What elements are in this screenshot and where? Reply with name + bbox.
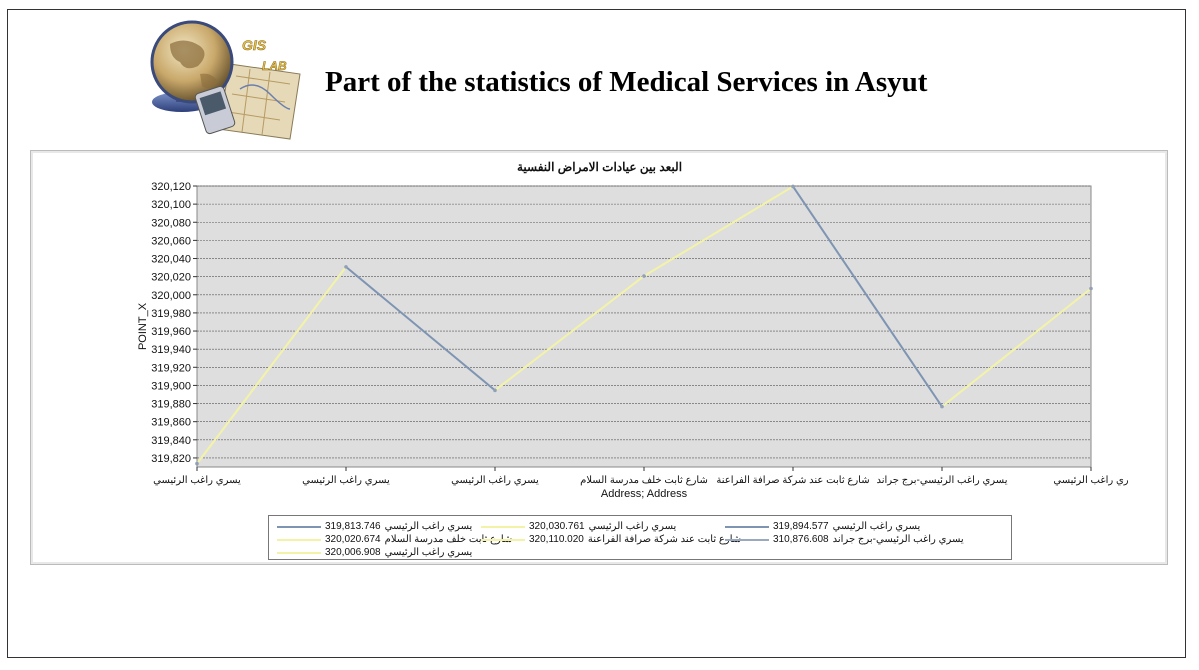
legend-swatch	[481, 525, 525, 528]
legend-swatch	[725, 538, 769, 541]
y-tick-label: 320,120	[151, 181, 191, 193]
y-tick-label: 319,840	[151, 435, 191, 447]
series-line-segment	[643, 185, 794, 278]
legend-swatch	[277, 525, 321, 528]
y-tick-label: 320,040	[151, 254, 191, 266]
legend-swatch	[277, 538, 321, 541]
legend-item: 319,813.746 يسري راغب الرئيسي	[277, 520, 472, 533]
x-tick-label: يسري راغب الرئيسي	[153, 475, 241, 486]
series-line-segment	[941, 287, 1092, 408]
series-line-segment	[494, 275, 645, 392]
plot-area	[196, 185, 1092, 468]
y-tick-label: 320,000	[151, 290, 191, 302]
x-tick-label: يسري راغب الرئيسي	[302, 475, 390, 486]
legend-value: 320,110.020	[529, 534, 584, 545]
legend-label: يسري راغب الرئيسي	[832, 521, 921, 532]
data-point	[493, 388, 497, 393]
x-axis-label: Address; Address	[601, 488, 688, 500]
y-tick-label: 319,940	[151, 344, 191, 356]
y-tick-label: 320,080	[151, 217, 191, 229]
x-tick-label: شارع ثابت خلف مدرسة السلام	[580, 475, 708, 486]
y-tick-label: 320,060	[151, 235, 191, 247]
legend-item: 320,110.020 شارع ثابت عند شركة صرافة الفر…	[481, 533, 741, 546]
chart-title: البعد بين عيادات الامراض النفسية	[516, 160, 683, 174]
legend-value: 319,894.577	[773, 521, 829, 532]
legend-value: 320,030.761	[529, 521, 585, 532]
x-tick-label: ري راغب الرئيسي	[1053, 475, 1128, 486]
legend-swatch	[725, 525, 769, 528]
logo-text-gis: GIS	[242, 37, 267, 53]
series-line-segment	[196, 265, 347, 465]
x-tick-label: يسري راغب الرئيسي	[451, 475, 539, 486]
data-point	[940, 404, 944, 409]
legend-label: شارع ثابت عند شركة صرافة الفراعنة	[587, 534, 742, 545]
legend-value: 320,006.908	[325, 547, 381, 558]
legend-item: 320,006.908 يسري راغب الرئيسي	[277, 546, 472, 559]
legend-label: يسري راغب الرئيسي-برج جراند	[832, 534, 964, 545]
gis-lab-logo: GIS LAB	[150, 20, 301, 140]
y-tick-label: 319,900	[151, 380, 191, 392]
y-tick-label: 319,920	[151, 362, 191, 374]
legend-label: يسري راغب الرئيسي	[384, 547, 473, 558]
y-tick-label: 320,020	[151, 272, 191, 284]
legend-value: 319,813.746	[325, 521, 381, 532]
y-tick-label: 319,820	[151, 453, 191, 465]
data-point	[642, 274, 646, 278]
x-tick-label: يسري راغب الرئيسي-برج جراند	[876, 475, 1007, 486]
y-tick-label: 319,980	[151, 308, 191, 320]
y-axis-label: POINT_X	[137, 302, 149, 350]
legend-swatch	[277, 551, 321, 554]
legend-item: 320,020.674 شارع ثابت خلف مدرسة السلام	[277, 533, 512, 546]
legend-swatch	[481, 538, 525, 541]
legend-value: 320,020.674	[325, 534, 381, 545]
series-line-segment	[792, 185, 943, 408]
page-title: Part of the statistics of Medical Servic…	[325, 66, 928, 98]
data-point	[1089, 286, 1093, 291]
chart-legend: 319,813.746 يسري راغب الرئيسي 320,030.761 ي…	[268, 515, 1012, 560]
legend-item: 320,030.761 يسري راغب الرئيسي	[481, 520, 676, 533]
y-tick-label: 320,100	[151, 199, 191, 211]
y-tick-label: 319,880	[151, 399, 191, 411]
y-tick-label: 319,860	[151, 417, 191, 429]
data-point	[791, 184, 795, 189]
legend-label: يسري راغب الرئيسي	[588, 521, 677, 532]
legend-value: 310,876.608	[773, 534, 829, 545]
y-tick-label: 319,960	[151, 326, 191, 338]
logo-text-lab: LAB	[262, 59, 287, 73]
legend-label: يسري راغب الرئيسي	[384, 521, 473, 532]
legend-label: شارع ثابت خلف مدرسة السلام	[384, 534, 513, 545]
data-point	[344, 265, 348, 269]
x-tick-label: شارع ثابت عند شركة صرافة الفراعنة	[716, 475, 869, 486]
data-point	[195, 461, 199, 466]
legend-item: 319,894.577 يسري راغب الرئيسي	[725, 520, 920, 533]
legend-item: 310,876.608 يسري راغب الرئيسي-برج جراند	[725, 533, 964, 546]
series-line-segment	[345, 265, 496, 392]
